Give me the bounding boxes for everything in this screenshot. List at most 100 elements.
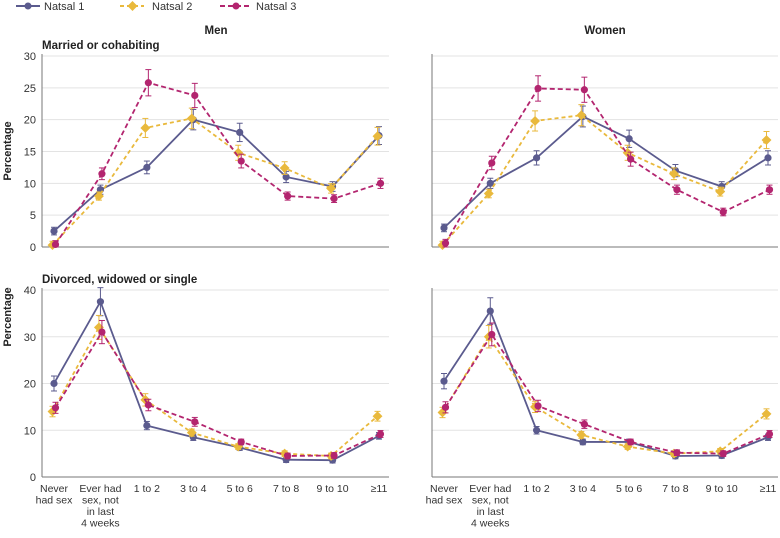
x-tick-label: 9 to 10: [317, 483, 349, 495]
data-point: [532, 426, 541, 434]
data-point: [282, 173, 290, 181]
data-point: [488, 159, 496, 167]
data-point: [140, 122, 151, 133]
y-tick-label: 10: [24, 425, 36, 437]
data-point: [488, 330, 496, 339]
data-point: [284, 452, 292, 460]
data-point: [376, 179, 385, 187]
data-point: [719, 450, 727, 458]
series-line-natsal-3: [444, 332, 770, 455]
data-point: [625, 135, 633, 143]
y-axis-label-top: Percentage: [2, 121, 14, 180]
data-point: [279, 163, 290, 174]
data-point: [486, 179, 494, 187]
data-point: [627, 155, 635, 163]
x-tick-label: 5 to 6: [227, 483, 253, 495]
data-point: [143, 421, 151, 430]
x-tick-label: 1 to 2: [523, 483, 549, 495]
data-point: [237, 157, 245, 165]
data-point: [330, 451, 338, 460]
y-tick-label: 15: [24, 147, 36, 159]
data-point: [191, 91, 199, 100]
data-point: [50, 227, 58, 235]
y-tick-label: 30: [24, 332, 36, 344]
data-point: [233, 147, 244, 158]
data-point: [534, 402, 542, 410]
x-tick-label: ≥11: [371, 483, 388, 495]
data-point: [761, 408, 772, 419]
row-title-divorced: Divorced, widowed or single: [42, 274, 197, 286]
data-point: [326, 183, 337, 194]
data-point: [764, 154, 772, 162]
data-point: [237, 438, 245, 446]
data-point: [98, 170, 106, 178]
data-point: [576, 429, 587, 440]
data-point: [372, 411, 383, 422]
data-point: [530, 115, 541, 126]
series-line-natsal-3: [54, 81, 381, 245]
x-tick-label: 9 to 10: [706, 483, 738, 495]
y-tick-label: 0: [30, 472, 36, 484]
data-point: [191, 418, 199, 426]
series-line-natsal-3: [444, 87, 770, 244]
data-point: [765, 430, 774, 438]
legend-label: Natsal 2: [152, 1, 192, 13]
data-point: [441, 239, 450, 247]
data-point: [236, 128, 244, 136]
data-point: [673, 186, 681, 194]
data-point: [96, 298, 105, 306]
x-tick-label: 7 to 8: [273, 483, 299, 495]
data-point: [668, 168, 679, 179]
x-tick-label: ≥11: [760, 483, 777, 495]
legend-entry-natsal-1: Natsal 1: [16, 1, 84, 13]
y-axis-label-bottom: Percentage: [2, 287, 14, 346]
row-title-married: Married or cohabiting: [42, 40, 160, 52]
data-point: [144, 79, 152, 87]
data-point: [765, 186, 774, 194]
data-point: [715, 186, 726, 197]
data-point: [50, 379, 58, 388]
data-point: [440, 224, 448, 232]
x-tick-label: Ever had sex, not in last 4 weeks: [469, 483, 511, 530]
data-point: [284, 192, 292, 200]
data-point: [143, 163, 151, 172]
legend-label: Natsal 1: [44, 1, 84, 13]
y-tick-label: 20: [24, 379, 36, 391]
y-tick-label: 20: [24, 115, 36, 127]
y-tick-label: 25: [24, 83, 36, 95]
legend-label: Natsal 3: [256, 1, 296, 13]
x-tick-label: 3 to 4: [570, 483, 596, 495]
series-line-natsal-1: [443, 115, 769, 229]
legend-entry-natsal-3: Natsal 3: [220, 1, 296, 13]
data-point: [483, 188, 494, 199]
data-point: [532, 154, 541, 162]
series-line-natsal-1: [53, 299, 380, 462]
data-point: [372, 131, 383, 142]
legend-entry-natsal-2: Natsal 2: [120, 1, 192, 13]
data-point: [93, 191, 104, 202]
data-point: [330, 195, 338, 203]
data-point: [580, 420, 588, 428]
data-point: [186, 427, 197, 438]
y-tick-label: 10: [24, 178, 36, 190]
series-line-natsal-2: [51, 117, 379, 246]
series-line-natsal-3: [54, 330, 381, 457]
y-tick-label: 40: [24, 285, 36, 297]
data-point: [376, 430, 385, 438]
column-title-men: Men: [205, 25, 228, 37]
data-point: [673, 449, 681, 457]
series-line-natsal-2: [441, 335, 768, 455]
x-tick-label: 7 to 8: [662, 483, 688, 495]
data-point: [576, 110, 587, 121]
y-tick-label: 5: [30, 210, 36, 222]
column-title-women: Women: [584, 25, 625, 37]
panel-women-married: [431, 54, 778, 251]
series-line-natsal-2: [441, 114, 768, 246]
data-point: [534, 84, 542, 93]
data-point: [719, 208, 727, 216]
x-tick-label: 3 to 4: [180, 483, 206, 495]
x-tick-label: 5 to 6: [616, 483, 642, 495]
data-point: [186, 113, 197, 124]
